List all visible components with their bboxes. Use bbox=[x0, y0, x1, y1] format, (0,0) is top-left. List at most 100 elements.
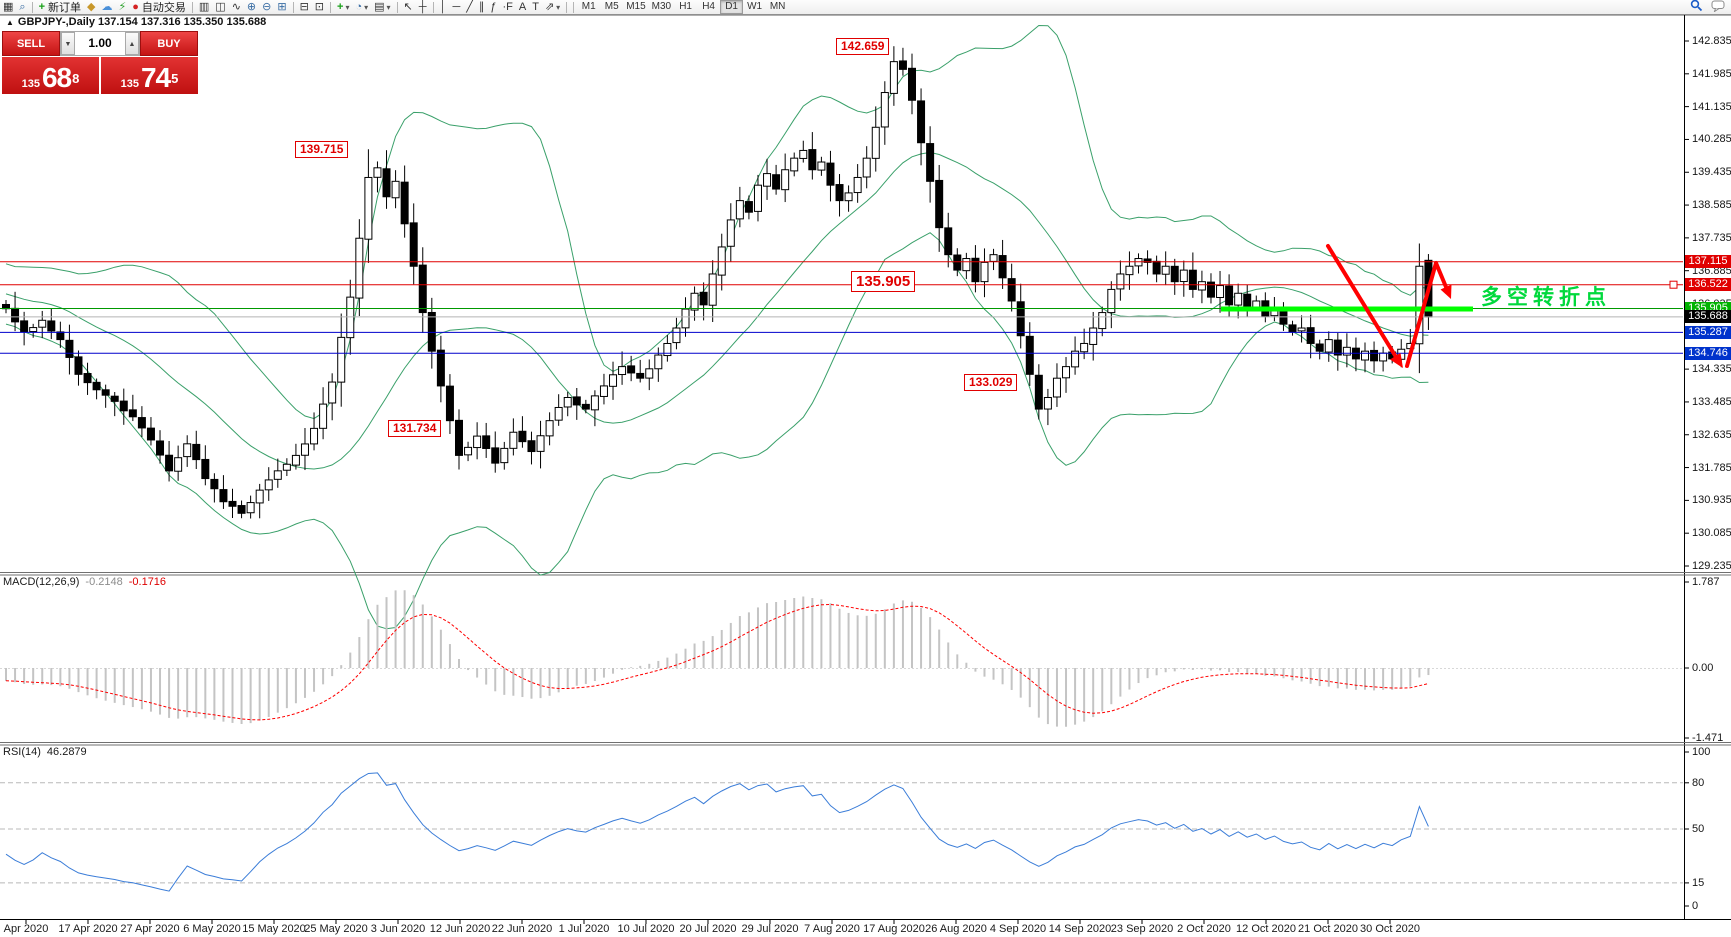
cursor-button[interactable]: ↖ bbox=[401, 1, 416, 14]
sell-button[interactable]: SELL bbox=[2, 31, 60, 56]
add-indicator-button[interactable]: + ▾ bbox=[334, 1, 352, 14]
buy-price-display[interactable]: 135 74 5 bbox=[101, 57, 198, 94]
crosshair-icon: ┼ bbox=[418, 0, 427, 13]
autotrade-icon: ● bbox=[132, 0, 139, 13]
toolbar-separator bbox=[330, 1, 331, 13]
rsi-tick-label: 15 bbox=[1692, 876, 1705, 889]
chat-icon[interactable] bbox=[1711, 0, 1725, 15]
search-icon[interactable] bbox=[1690, 0, 1703, 15]
timeframe-m1-button[interactable]: M1 bbox=[581, 1, 596, 12]
new-order-button[interactable]: + 新订单 bbox=[36, 1, 84, 15]
price-line-handle[interactable] bbox=[1669, 280, 1678, 289]
fibonacci-icon: ƒ bbox=[490, 0, 497, 13]
crosshair-button[interactable]: ┼ bbox=[416, 1, 430, 14]
price-tick-label: 142.835 bbox=[1692, 35, 1731, 47]
red-arrow-stroke[interactable] bbox=[1405, 261, 1438, 368]
date-tick-label: 4 Sep 2020 bbox=[989, 923, 1047, 935]
chevron-down-icon: ▾ bbox=[345, 2, 350, 12]
price-tick-label: 134.335 bbox=[1692, 363, 1731, 376]
fibonacci-button[interactable]: ƒ bbox=[487, 1, 499, 14]
toolbar-separator bbox=[566, 1, 568, 13]
swing-price-label[interactable]: 139.715 bbox=[295, 141, 349, 158]
bars-chart-button[interactable]: ▥ bbox=[196, 1, 212, 14]
vline-button[interactable]: │ bbox=[437, 1, 450, 14]
fibo-expansion-button[interactable]: ·F bbox=[499, 1, 515, 14]
chart-window-button[interactable]: ▦ bbox=[0, 1, 16, 14]
buy-price-sup: 5 bbox=[171, 71, 179, 86]
timeframe-mn-button[interactable]: MN bbox=[769, 1, 786, 12]
price-tick-label: 129.235 bbox=[1692, 560, 1731, 572]
trendline-button[interactable]: ╱ bbox=[463, 1, 476, 14]
toolbar-separator bbox=[191, 1, 193, 13]
date-tick-label: 30 Oct 2020 bbox=[1360, 923, 1420, 935]
date-tick-label: 10 Jul 2020 bbox=[617, 923, 675, 935]
zoom-in-button[interactable]: ⊕ bbox=[244, 1, 259, 14]
channel-button[interactable]: ∥ bbox=[476, 1, 488, 14]
timeframe-h4-button[interactable]: H4 bbox=[702, 1, 715, 12]
arrows-tool-button[interactable]: ⇗ ▾ bbox=[542, 1, 563, 14]
gold-button[interactable]: ◆ bbox=[84, 1, 98, 14]
periods-button[interactable]: ◔ ▾ bbox=[352, 1, 371, 14]
price-tick-label: 132.635 bbox=[1692, 428, 1731, 441]
timeframe-h1-button[interactable]: H1 bbox=[679, 1, 692, 12]
price-tick-label: 138.585 bbox=[1692, 199, 1731, 212]
line-chart-button[interactable]: ∿ bbox=[229, 1, 244, 14]
sell-price-prefix: 135 bbox=[21, 78, 40, 90]
timeframe-m30-button[interactable]: M30 bbox=[651, 1, 672, 12]
price-tick-label: 137.735 bbox=[1692, 231, 1731, 244]
label-tool-icon: T bbox=[532, 0, 539, 13]
date-tick-label: 23 Sep 2020 bbox=[1110, 923, 1174, 935]
sell-price-display[interactable]: 135 68 8 bbox=[2, 57, 99, 94]
timeframe-d1-button[interactable]: D1 bbox=[720, 0, 744, 14]
templates-button[interactable]: ▤ ▾ bbox=[371, 1, 393, 14]
zoom-out-button[interactable]: ⊖ bbox=[259, 1, 274, 14]
label-tool-button[interactable]: T bbox=[529, 1, 542, 14]
candles-chart-button[interactable]: ◫ bbox=[212, 1, 228, 14]
hline-button[interactable]: ─ bbox=[449, 1, 463, 14]
candles-chart-icon: ◫ bbox=[215, 0, 226, 13]
autotrade-button[interactable]: ● 自动交易 bbox=[129, 0, 189, 15]
swing-price-label[interactable]: 135.905 bbox=[851, 271, 916, 292]
objects-window-icon: ⊡ bbox=[314, 0, 324, 13]
signal-button[interactable]: ⚡ bbox=[115, 1, 129, 14]
red-arrow-head bbox=[1390, 353, 1403, 368]
date-tick-label: 14 Sep 2020 bbox=[1048, 923, 1112, 935]
indicators-window-button[interactable]: ⊟ bbox=[297, 1, 312, 14]
chevron-down-icon: ▾ bbox=[364, 2, 369, 12]
swing-price-label[interactable]: 142.659 bbox=[836, 38, 890, 55]
templates-icon: ▤ bbox=[374, 0, 385, 13]
date-tick-label: 25 May 2020 bbox=[304, 923, 368, 935]
macd-tick-label: 0.00 bbox=[1692, 662, 1714, 674]
red-arrow-stroke[interactable] bbox=[1434, 261, 1448, 289]
swing-price-label[interactable]: 131.734 bbox=[388, 420, 442, 437]
red-arrow-stroke[interactable] bbox=[1326, 244, 1398, 359]
buy-button[interactable]: BUY bbox=[140, 31, 198, 56]
price-tick-label: 131.785 bbox=[1692, 461, 1731, 474]
price-tick-label: 141.985 bbox=[1692, 67, 1731, 80]
text-tool-button[interactable]: A bbox=[516, 1, 529, 14]
timeframe-m15-button[interactable]: M15 bbox=[626, 1, 646, 12]
tile-windows-icon: ⊞ bbox=[277, 0, 287, 13]
cloud-button[interactable]: ☁ bbox=[98, 1, 115, 14]
turning-point-annotation[interactable]: 多空转折点 bbox=[1481, 286, 1611, 309]
swing-price-label[interactable]: 133.029 bbox=[964, 374, 1018, 391]
market-watch-icon: ⌕ bbox=[19, 0, 26, 13]
objects-window-button[interactable]: ⊡ bbox=[312, 1, 327, 14]
vline-icon: │ bbox=[439, 0, 447, 13]
tile-windows-button[interactable]: ⊞ bbox=[274, 1, 289, 14]
market-watch-button[interactable]: ⌕ bbox=[16, 1, 28, 14]
toolbar-separator bbox=[292, 1, 294, 13]
timeframe-w1-button[interactable]: W1 bbox=[747, 1, 763, 12]
timeframe-m5-button[interactable]: M5 bbox=[604, 1, 619, 12]
volume-decrease-button[interactable]: ▼ bbox=[61, 32, 75, 55]
price-badge-black: 135.688 bbox=[1685, 310, 1731, 324]
chevron-down-icon: ▾ bbox=[556, 2, 561, 12]
volume-value[interactable]: 1.00 bbox=[88, 36, 112, 50]
macd-main-value: -0.2148 bbox=[85, 576, 123, 588]
volume-increase-button[interactable]: ▲ bbox=[125, 32, 139, 55]
chevron-down-icon: ▾ bbox=[386, 2, 391, 12]
macd-label: MACD(12,26,9) -0.2148 -0.1716 bbox=[3, 576, 166, 588]
periods-icon: ◔ bbox=[355, 0, 363, 13]
chart-info-line: ▲ GBPJPY-,Daily 137.154 137.316 135.350 1… bbox=[6, 16, 266, 28]
